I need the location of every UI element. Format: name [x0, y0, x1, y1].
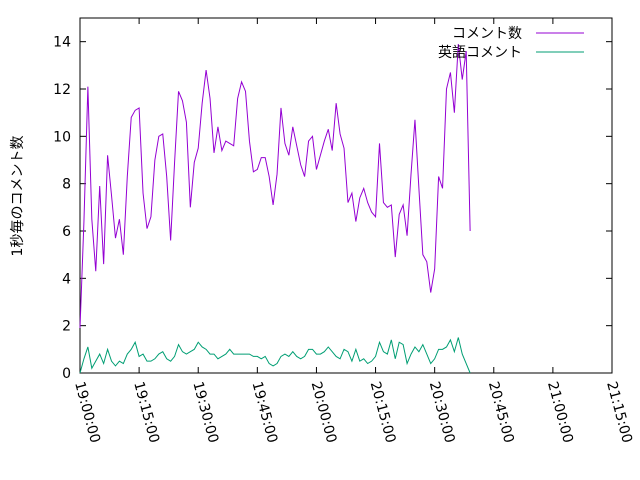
x-tick-label: 20:15:00: [367, 380, 399, 445]
y-tick-label: 0: [62, 366, 71, 382]
y-tick-label: 14: [53, 35, 71, 51]
legend-label-1: 英語コメント: [438, 44, 522, 61]
x-tick-label: 21:15:00: [603, 380, 635, 445]
x-axis-ticks: 19:00:00 19:15:00 19:30:00 19:45:00 20:00:00…: [71, 18, 635, 445]
y-axis-label: 1秒毎のコメント数: [10, 136, 26, 257]
x-tick-label: 19:30:00: [189, 380, 221, 445]
y-tick-label: 12: [53, 82, 71, 98]
y-tick-label: 10: [53, 129, 71, 145]
x-tick-label: 20:45:00: [485, 380, 517, 445]
x-tick-label: 20:00:00: [308, 380, 340, 445]
x-tick-label: 21:00:00: [544, 380, 576, 445]
series-layer: [79, 43, 471, 374]
y-tick-label: 4: [62, 271, 71, 287]
x-tick-label: 19:45:00: [248, 380, 280, 445]
legend-label-0: コメント数: [452, 26, 522, 42]
y-tick-label: 6: [62, 224, 71, 240]
x-tick-label: 20:30:00: [426, 380, 458, 445]
x-tick-label: 19:15:00: [130, 380, 162, 445]
y-tick-label: 8: [62, 177, 71, 193]
plot-area-frame: [79, 17, 613, 374]
series-line-0: [79, 43, 471, 329]
y-axis-ticks: 0 2 4 6 8 10 12 14: [53, 35, 612, 382]
y-tick-label: 2: [62, 319, 71, 335]
series-line-1: [79, 337, 471, 374]
x-tick-label: 19:00:00: [71, 380, 103, 445]
